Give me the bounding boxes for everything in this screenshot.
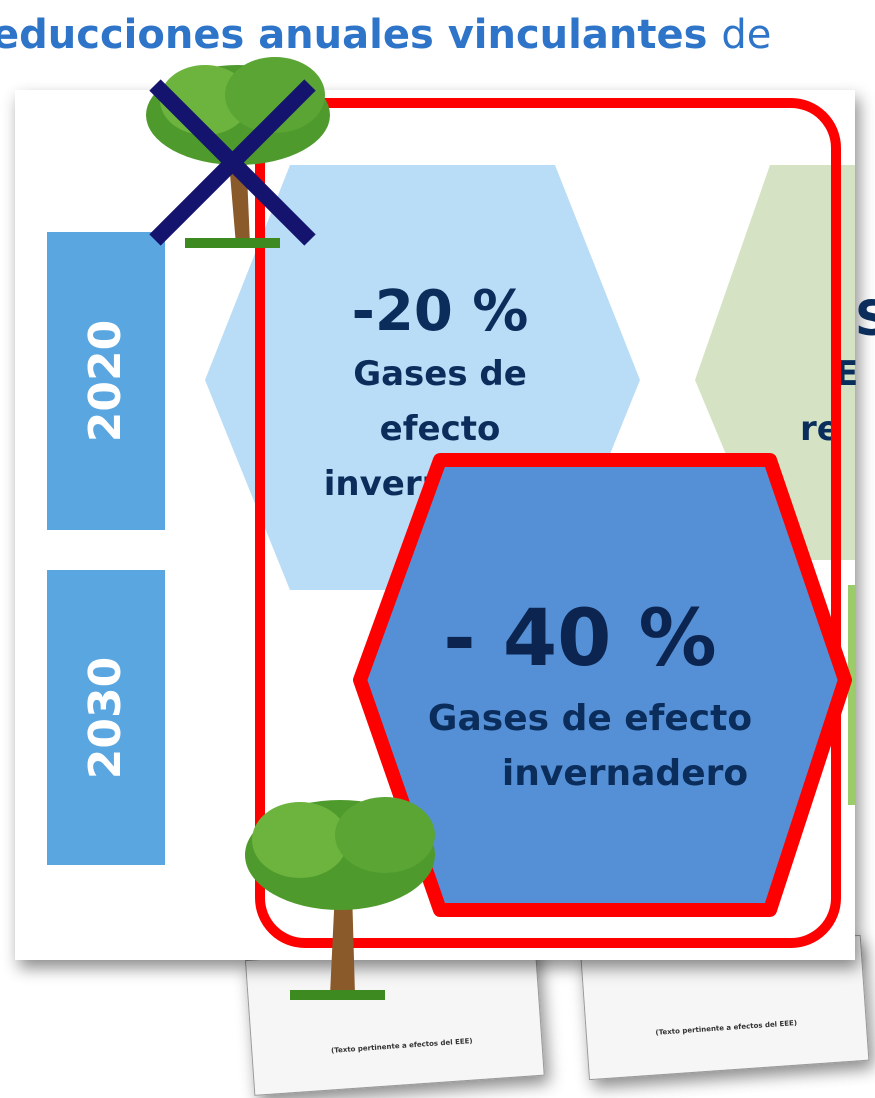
hex-label: efecto bbox=[380, 409, 501, 449]
year: 2030 bbox=[80, 657, 131, 779]
hex-value: -20 % bbox=[352, 279, 529, 344]
slide: (Texto pertinente a efectos del EEE) (Te… bbox=[0, 0, 875, 1098]
hex-label: Gases de bbox=[353, 354, 527, 394]
bar bbox=[848, 585, 855, 805]
header-normal: de bbox=[721, 12, 771, 58]
hex-value: - 40 % bbox=[443, 594, 716, 684]
header: educciones anuales vinculantes de bbox=[0, 12, 771, 58]
hex-value: S bbox=[855, 291, 875, 347]
hex-label: Gases de efecto bbox=[428, 698, 752, 739]
hex-label: invernadero bbox=[502, 753, 748, 794]
document: (Texto pertinente a efectos del EEE) bbox=[245, 940, 544, 1095]
year: 2020 bbox=[80, 320, 131, 442]
header-bold: educciones anuales vinculantes bbox=[0, 12, 707, 58]
